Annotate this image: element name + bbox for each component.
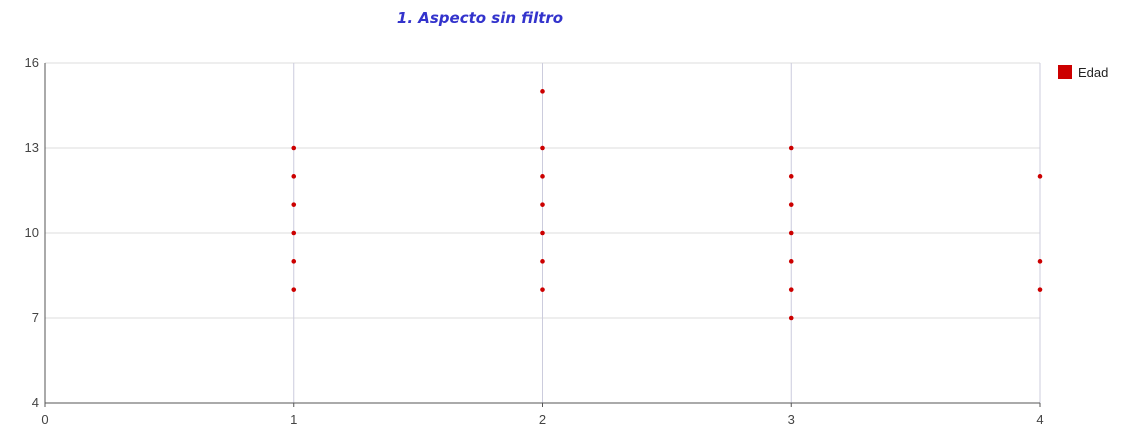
data-point[interactable] — [1037, 287, 1043, 292]
data-point[interactable] — [540, 287, 545, 292]
data-point[interactable] — [1037, 259, 1043, 264]
data-point[interactable] — [540, 259, 545, 264]
data-point[interactable] — [788, 145, 794, 151]
legend[interactable]: Edad — [1058, 65, 1108, 80]
x-tick-label: 3 — [788, 412, 795, 427]
x-tick-label: 0 — [41, 412, 48, 427]
data-point[interactable] — [788, 287, 794, 292]
data-point[interactable] — [540, 202, 545, 207]
data-point[interactable] — [788, 174, 794, 179]
y-axis-ticks: 4 7 10 13 16 — [25, 55, 39, 410]
data-point[interactable] — [788, 259, 794, 264]
x-tick-label: 2 — [539, 412, 546, 427]
data-point[interactable] — [291, 202, 297, 207]
data-point[interactable] — [788, 230, 794, 236]
data-point[interactable] — [1037, 174, 1043, 179]
data-point[interactable] — [788, 202, 794, 207]
data-point[interactable] — [540, 174, 545, 179]
legend-swatch — [1058, 65, 1072, 79]
x-tick-label: 1 — [290, 412, 297, 427]
data-point[interactable] — [291, 145, 297, 151]
x-tick-label: 4 — [1036, 412, 1043, 427]
data-point[interactable] — [788, 315, 794, 321]
data-point[interactable] — [291, 259, 297, 264]
data-point[interactable] — [291, 287, 297, 292]
data-point[interactable] — [540, 89, 545, 94]
y-tick-label: 7 — [32, 310, 39, 325]
y-tick-label: 4 — [32, 395, 39, 410]
chart-title: 1. Aspecto sin filtro — [396, 9, 564, 27]
data-points — [291, 89, 1043, 321]
data-point[interactable] — [540, 145, 545, 151]
data-point[interactable] — [540, 230, 545, 236]
data-point[interactable] — [291, 230, 297, 236]
x-axis-ticks: 0 1 2 3 4 — [41, 403, 1044, 427]
data-point[interactable] — [291, 174, 297, 179]
legend-label: Edad — [1078, 65, 1108, 80]
y-tick-label: 13 — [25, 140, 39, 155]
y-tick-label: 16 — [25, 55, 39, 70]
y-tick-label: 10 — [25, 225, 39, 240]
